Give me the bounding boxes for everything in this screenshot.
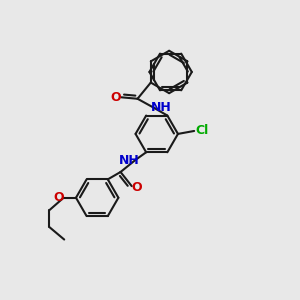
Text: Cl: Cl [196, 124, 209, 137]
Text: NH: NH [119, 154, 140, 167]
Text: O: O [132, 181, 142, 194]
Text: O: O [111, 91, 121, 104]
Text: NH: NH [151, 100, 172, 113]
Text: O: O [53, 190, 64, 204]
